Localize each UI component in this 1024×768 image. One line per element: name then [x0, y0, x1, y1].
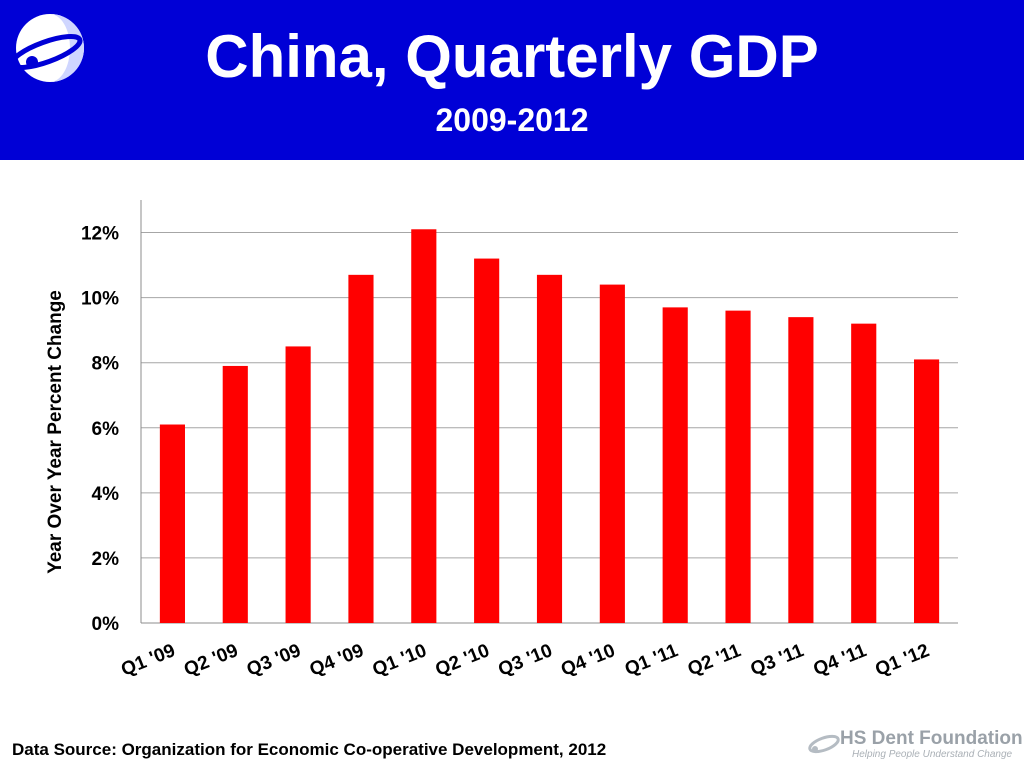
brand-name: HS Dent Foundation [840, 728, 1023, 749]
y-tick-label: 12% [81, 224, 119, 245]
x-tick-label: Q2 '09 [181, 640, 241, 681]
bar [914, 359, 940, 623]
bar [851, 323, 877, 623]
x-tick-label: Q3 '11 [748, 640, 807, 680]
bar [474, 258, 500, 623]
bars [159, 229, 940, 623]
gdp-bar-chart: 0% 2% 4% 6% 8% 10% 12% Q1 '09 Q2 '09 Q3 '09 Q4 '0… [81, 200, 958, 681]
bar [725, 310, 751, 623]
x-tick-label: Q3 '09 [244, 640, 304, 681]
x-tick-label: Q2 '11 [685, 640, 744, 680]
bar [788, 317, 814, 623]
y-tick-label: 0% [92, 614, 120, 635]
x-tick-label: Q3 '10 [495, 640, 555, 681]
x-tick-label: Q2 '10 [432, 640, 492, 681]
y-tick-label: 2% [92, 549, 120, 570]
x-tick-label: Q1 '10 [370, 640, 430, 681]
x-tick-label: Q4 '09 [307, 640, 367, 681]
page-title: China, Quarterly GDP [205, 23, 819, 90]
bar [222, 365, 248, 623]
x-tick-labels: Q1 '09 Q2 '09 Q3 '09 Q4 '09 Q1 '10 Q2 '10 Q3 '… [118, 640, 932, 681]
swoosh-icon [808, 734, 840, 754]
y-tick-label: 8% [92, 354, 120, 375]
title-banner: China, Quarterly GDP 2009-2012 [0, 0, 1024, 160]
y-tick-label: 4% [92, 484, 120, 505]
brand-tagline: Helping People Understand Change [852, 749, 1013, 760]
x-tick-label: Q4 '11 [811, 640, 870, 680]
brand-logo: HS Dent Foundation Helping People Unders… [806, 724, 1023, 764]
y-tick-labels: 0% 2% 4% 6% 8% 10% 12% [81, 224, 119, 635]
page-subtitle: 2009-2012 [435, 102, 589, 138]
foundation-logo-icon [9, 14, 84, 82]
bar [285, 346, 311, 623]
x-tick-label: Q1 '09 [118, 640, 178, 681]
bar [348, 274, 374, 623]
x-tick-label: Q1 '12 [872, 640, 932, 681]
y-axis-label: Year Over Year Percent Change [45, 290, 66, 574]
y-tick-label: 10% [81, 289, 119, 310]
bar [662, 307, 688, 623]
bar [411, 229, 437, 623]
x-tick-label: Q4 '10 [558, 640, 618, 681]
bar [159, 424, 185, 623]
bar [599, 284, 625, 623]
x-tick-label: Q1 '11 [622, 640, 681, 680]
y-tick-label: 6% [92, 419, 120, 440]
bar [536, 274, 563, 623]
data-source-note: Data Source: Organization for Economic C… [12, 740, 607, 759]
